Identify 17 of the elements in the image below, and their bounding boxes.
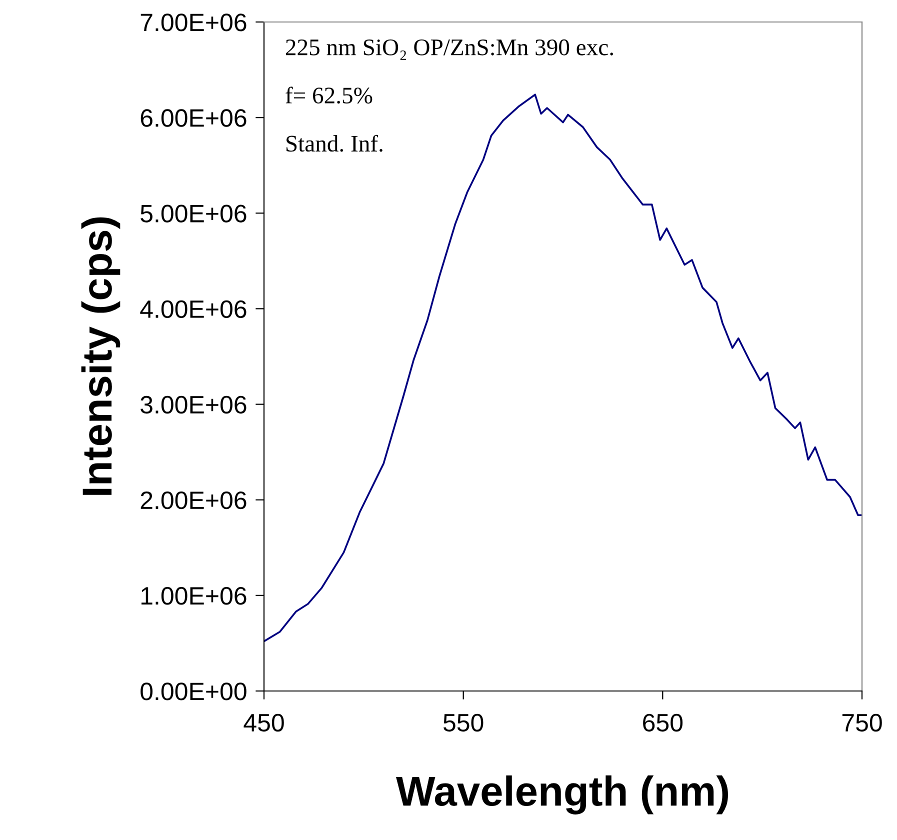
x-tick-label: 550 [443, 714, 484, 732]
annotation: f= 62.5% [286, 86, 372, 104]
x-axis-title: Wavelength (nm) [396, 775, 728, 814]
y-tick-label: 7.00E+06 [140, 14, 246, 32]
x-tick-label: 750 [842, 714, 882, 732]
y-axis-title: Intensity (cps) [81, 217, 120, 495]
y-tick-label: 0.00E+00 [140, 682, 246, 700]
annotation: 225 nm SiO₂ OP/ZnS:Mn 390 exc. [286, 39, 613, 60]
y-tick-label: 1.00E+06 [142, 587, 246, 605]
y-tick-label: 5.00E+06 [140, 204, 246, 222]
x-tick-label: 650 [643, 714, 683, 732]
y-tick-label: 6.00E+06 [140, 109, 246, 127]
x-tick-label: 450 [244, 714, 284, 732]
y-tick-label: 3.00E+06 [140, 396, 246, 414]
y-tick-label: 4.00E+06 [140, 300, 246, 318]
y-tick-label: 2.00E+06 [140, 491, 246, 510]
annotation: Stand. Inf. [286, 134, 382, 152]
